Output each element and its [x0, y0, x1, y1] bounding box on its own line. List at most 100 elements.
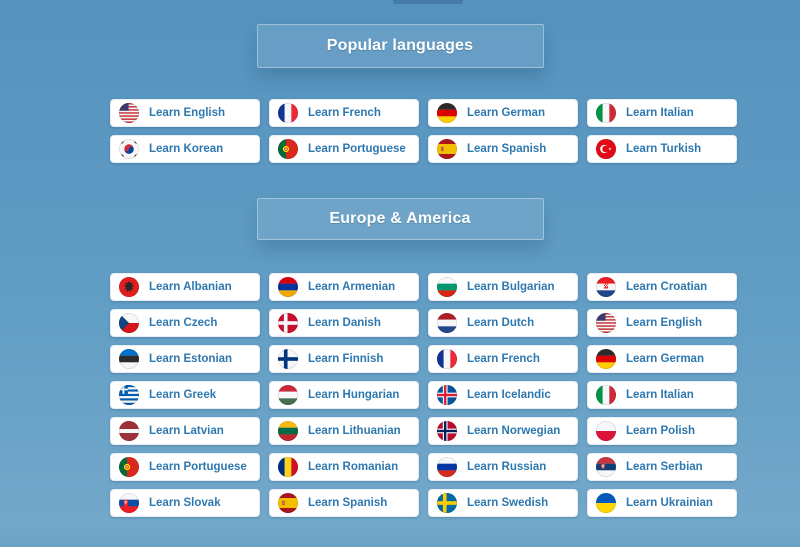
learn-english-button[interactable]: Learn English: [587, 309, 737, 337]
learn-language-label: Learn Slovak: [149, 497, 221, 509]
learn-language-label: Learn German: [467, 107, 545, 119]
learn-korean-button[interactable]: Learn Korean: [110, 135, 260, 163]
al-flag-icon: [119, 277, 139, 297]
learn-spanish-button[interactable]: Learn Spanish: [428, 135, 578, 163]
europe-america-header: Europe & America: [256, 198, 544, 240]
learn-german-button[interactable]: Learn German: [428, 99, 578, 127]
ro-flag-icon: [278, 457, 298, 477]
learn-finnish-button[interactable]: Learn Finnish: [269, 345, 419, 373]
learn-hungarian-button[interactable]: Learn Hungarian: [269, 381, 419, 409]
top-ribbon-remnant: [393, 0, 463, 4]
learn-dutch-button[interactable]: Learn Dutch: [428, 309, 578, 337]
learn-italian-button[interactable]: Learn Italian: [587, 381, 737, 409]
it-flag-icon: [596, 385, 616, 405]
it-flag-icon: [596, 103, 616, 123]
learn-czech-button[interactable]: Learn Czech: [110, 309, 260, 337]
learn-language-label: Learn Italian: [626, 389, 694, 401]
kr-flag-icon: [119, 139, 139, 159]
learn-italian-button[interactable]: Learn Italian: [587, 99, 737, 127]
learn-french-button[interactable]: Learn French: [428, 345, 578, 373]
learn-danish-button[interactable]: Learn Danish: [269, 309, 419, 337]
learn-portuguese-button[interactable]: Learn Portuguese: [110, 453, 260, 481]
learn-armenian-button[interactable]: Learn Armenian: [269, 273, 419, 301]
learn-language-label: Learn Spanish: [467, 143, 547, 155]
learn-croatian-button[interactable]: Learn Croatian: [587, 273, 737, 301]
hu-flag-icon: [278, 385, 298, 405]
learn-language-label: Learn Dutch: [467, 317, 535, 329]
tr-flag-icon: [596, 139, 616, 159]
europe-america-grid: Learn Albanian Learn Armenian Learn Bulg…: [110, 273, 737, 517]
learn-language-label: Learn French: [467, 353, 540, 365]
learn-language-label: Learn Serbian: [626, 461, 703, 473]
de-flag-icon: [437, 103, 457, 123]
learn-greek-button[interactable]: Learn Greek: [110, 381, 260, 409]
learn-norwegian-button[interactable]: Learn Norwegian: [428, 417, 578, 445]
learn-language-label: Learn German: [626, 353, 704, 365]
rs-flag-icon: [596, 457, 616, 477]
learn-polish-button[interactable]: Learn Polish: [587, 417, 737, 445]
learn-language-label: Learn English: [149, 107, 226, 119]
learn-latvian-button[interactable]: Learn Latvian: [110, 417, 260, 445]
learn-lithuanian-button[interactable]: Learn Lithuanian: [269, 417, 419, 445]
se-flag-icon: [437, 493, 457, 513]
de-flag-icon: [596, 349, 616, 369]
learn-language-label: Learn Armenian: [308, 281, 396, 293]
us-flag-icon: [119, 103, 139, 123]
learn-bulgarian-button[interactable]: Learn Bulgarian: [428, 273, 578, 301]
learn-language-label: Learn Lithuanian: [308, 425, 401, 437]
pt-flag-icon: [278, 139, 298, 159]
bg-flag-icon: [437, 277, 457, 297]
learn-russian-button[interactable]: Learn Russian: [428, 453, 578, 481]
learn-language-label: Learn Bulgarian: [467, 281, 555, 293]
sk-flag-icon: [119, 493, 139, 513]
learn-language-label: Learn Czech: [149, 317, 218, 329]
learn-language-label: Learn French: [308, 107, 381, 119]
learn-language-label: Learn Croatian: [626, 281, 708, 293]
learn-english-button[interactable]: Learn English: [110, 99, 260, 127]
learn-icelandic-button[interactable]: Learn Icelandic: [428, 381, 578, 409]
ee-flag-icon: [119, 349, 139, 369]
lt-flag-icon: [278, 421, 298, 441]
learn-language-label: Learn Korean: [149, 143, 224, 155]
learn-language-label: Learn Greek: [149, 389, 217, 401]
learn-language-label: Learn Romanian: [308, 461, 399, 473]
learn-slovak-button[interactable]: Learn Slovak: [110, 489, 260, 517]
is-flag-icon: [437, 385, 457, 405]
learn-language-label: Learn Estonian: [149, 353, 233, 365]
learn-language-label: Learn Latvian: [149, 425, 224, 437]
nl-flag-icon: [437, 313, 457, 333]
learn-language-label: Learn Finnish: [308, 353, 384, 365]
popular-languages-header: Popular languages: [256, 24, 544, 68]
learn-language-label: Learn Portuguese: [149, 461, 247, 473]
hr-flag-icon: [596, 277, 616, 297]
fi-flag-icon: [278, 349, 298, 369]
learn-language-label: Learn Italian: [626, 107, 694, 119]
learn-language-label: Learn Ukrainian: [626, 497, 713, 509]
learn-language-label: Learn Hungarian: [308, 389, 400, 401]
learn-language-label: Learn Norwegian: [467, 425, 561, 437]
learn-french-button[interactable]: Learn French: [269, 99, 419, 127]
learn-language-label: Learn Spanish: [308, 497, 388, 509]
learn-estonian-button[interactable]: Learn Estonian: [110, 345, 260, 373]
learn-swedish-button[interactable]: Learn Swedish: [428, 489, 578, 517]
learn-language-label: Learn Portuguese: [308, 143, 406, 155]
learn-language-label: Learn Turkish: [626, 143, 702, 155]
learn-spanish-button[interactable]: Learn Spanish: [269, 489, 419, 517]
es-flag-icon: [278, 493, 298, 513]
fr-flag-icon: [437, 349, 457, 369]
learn-romanian-button[interactable]: Learn Romanian: [269, 453, 419, 481]
learn-portuguese-button[interactable]: Learn Portuguese: [269, 135, 419, 163]
es-flag-icon: [437, 139, 457, 159]
europe-america-title: Europe & America: [329, 210, 471, 227]
learn-turkish-button[interactable]: Learn Turkish: [587, 135, 737, 163]
learn-language-label: Learn Russian: [467, 461, 547, 473]
ru-flag-icon: [437, 457, 457, 477]
learn-language-label: Learn Icelandic: [467, 389, 551, 401]
learn-german-button[interactable]: Learn German: [587, 345, 737, 373]
lv-flag-icon: [119, 421, 139, 441]
learn-ukrainian-button[interactable]: Learn Ukrainian: [587, 489, 737, 517]
learn-language-label: Learn Danish: [308, 317, 381, 329]
learn-serbian-button[interactable]: Learn Serbian: [587, 453, 737, 481]
learn-albanian-button[interactable]: Learn Albanian: [110, 273, 260, 301]
